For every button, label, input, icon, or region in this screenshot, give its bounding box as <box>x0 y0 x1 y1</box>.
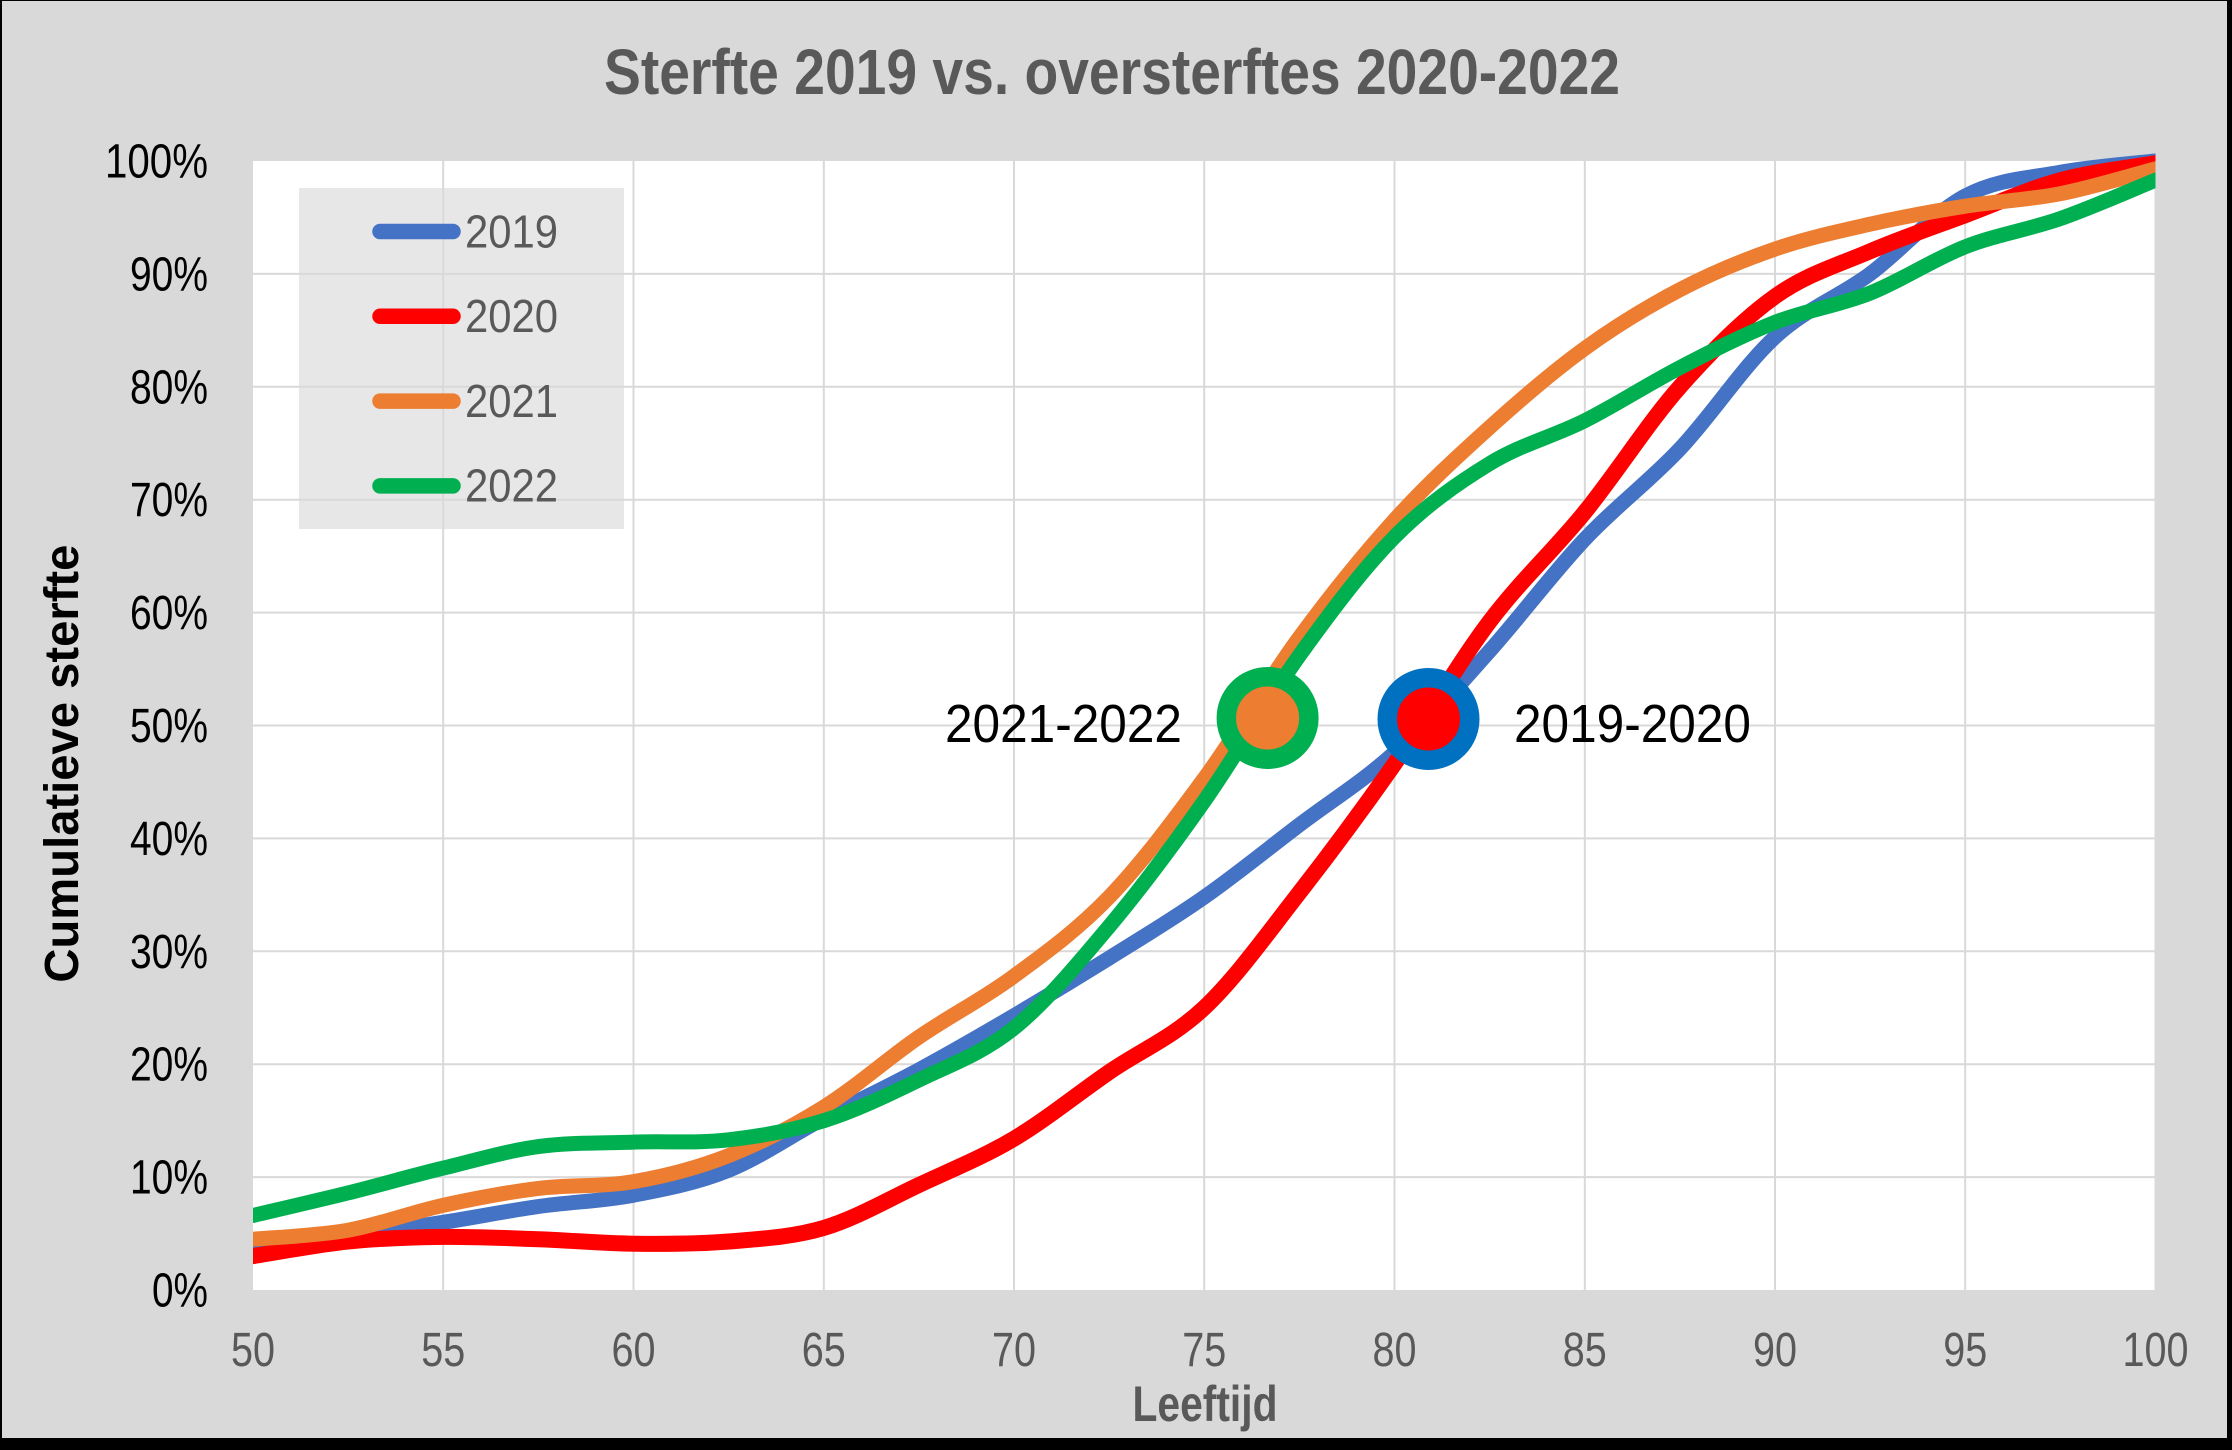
svg-text:2021: 2021 <box>465 375 558 427</box>
svg-text:50%: 50% <box>130 700 208 753</box>
svg-text:40%: 40% <box>130 813 208 866</box>
svg-text:70%: 70% <box>130 474 208 527</box>
svg-text:55: 55 <box>421 1324 465 1377</box>
svg-text:60%: 60% <box>130 587 208 640</box>
svg-text:100: 100 <box>2123 1324 2189 1377</box>
svg-text:Cumulatieve sterfte: Cumulatieve sterfte <box>36 545 89 983</box>
svg-text:2019-2020: 2019-2020 <box>1514 694 1751 754</box>
svg-text:100%: 100% <box>105 136 208 189</box>
svg-text:75: 75 <box>1182 1324 1226 1377</box>
svg-text:Leeftijd: Leeftijd <box>1133 1376 1278 1432</box>
svg-text:90%: 90% <box>130 248 208 301</box>
svg-text:2021-2022: 2021-2022 <box>945 694 1182 754</box>
svg-text:50: 50 <box>231 1324 275 1377</box>
svg-text:20%: 20% <box>130 1039 208 1092</box>
svg-text:95: 95 <box>1943 1324 1987 1377</box>
svg-text:Sterfte 2019 vs. oversterftes: Sterfte 2019 vs. oversterftes 2020-2022 <box>604 36 1620 108</box>
svg-text:2020: 2020 <box>465 290 558 342</box>
svg-text:2022: 2022 <box>465 460 558 512</box>
svg-text:60: 60 <box>612 1324 656 1377</box>
svg-text:10%: 10% <box>130 1152 208 1205</box>
svg-text:2019: 2019 <box>465 205 558 257</box>
svg-text:90: 90 <box>1753 1324 1797 1377</box>
svg-text:65: 65 <box>802 1324 846 1377</box>
svg-text:80: 80 <box>1373 1324 1417 1377</box>
svg-text:0%: 0% <box>152 1265 208 1318</box>
svg-text:85: 85 <box>1563 1324 1607 1377</box>
svg-text:30%: 30% <box>130 926 208 979</box>
svg-text:80%: 80% <box>130 361 208 414</box>
svg-text:70: 70 <box>992 1324 1036 1377</box>
